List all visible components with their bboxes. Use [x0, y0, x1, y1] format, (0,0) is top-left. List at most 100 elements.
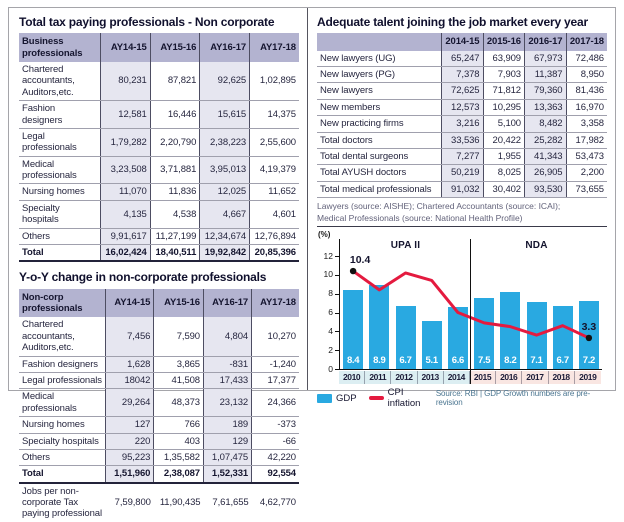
table-row: Chartered accountants, Auditors,etc. 7,45… — [19, 317, 299, 357]
table-row: New lawyers (PG) 7,378 7,903 11,387 8,950 — [317, 66, 607, 84]
cell: 14,375 — [249, 100, 299, 129]
row-label: Total dental surgeons — [317, 148, 442, 166]
cell: 41,508 — [153, 372, 204, 390]
gdp-bar-value-label: 7.1 — [530, 355, 543, 367]
cell: 65,247 — [441, 50, 483, 67]
cell: 41,343 — [524, 148, 566, 166]
table-row: Total dental surgeons 7,277 1,955 41,343 53,… — [317, 148, 607, 166]
cell: 3,95,013 — [199, 156, 250, 185]
row-label: Total — [19, 465, 106, 484]
cell: 4,601 — [249, 200, 299, 229]
cell: 7,378 — [441, 66, 483, 84]
gdp-bar-value-label: 8.4 — [346, 355, 360, 367]
table-row: Legal professionals 1,79,282 2,20,790 2,38,… — [19, 128, 299, 157]
table-row: Others 9,91,617 11,27,199 12,34,674 12,76,89… — [19, 228, 299, 246]
y-tick-label: 6 — [328, 307, 333, 318]
cell: 4,19,379 — [249, 156, 299, 185]
row-label: Total — [19, 244, 101, 263]
table-row: New practicing firms 3,216 5,100 8,482 3,358 — [317, 115, 607, 133]
cpi-legend-label: CPI inflation — [387, 387, 421, 410]
gdp-bar-value-label: 5.1 — [425, 355, 439, 367]
table-row: Jobs per non-corporate Tax paying profes… — [19, 483, 299, 522]
cell: 3,216 — [441, 115, 483, 133]
cell: 1,628 — [105, 356, 154, 373]
talent-table: 2014-15 2015-16 2016-17 2017-18 New lawyers… — [317, 33, 607, 199]
y-axis-unit-label: (%) — [318, 230, 331, 240]
cell: 71,812 — [482, 82, 525, 100]
cell: 17,982 — [565, 132, 607, 149]
x-tick-label: 2016 — [496, 371, 523, 385]
row-label: Fashion designers — [19, 100, 101, 129]
table-row: Fashion designers 12,581 16,446 15,615 14,37… — [19, 100, 299, 129]
cell: 3,71,881 — [149, 156, 200, 185]
talent-table-header-row: 2014-15 2015-16 2016-17 2017-18 — [317, 33, 607, 51]
cell: 12,34,674 — [199, 228, 250, 246]
table-row: Total medical professionals 91,032 30,402 9… — [317, 181, 607, 199]
row-label: Specialty hospitals — [19, 433, 106, 450]
cell: 1,07,475 — [202, 449, 252, 467]
cell: 18042 — [105, 372, 154, 390]
column-header: AY16-17 — [199, 33, 250, 62]
cell: 2,38,223 — [199, 128, 250, 157]
cell: 16,02,424 — [99, 244, 151, 263]
table-row: Specialty hospitals 4,135 4,538 4,667 4,601 — [19, 200, 299, 229]
x-tick-label: 2017 — [522, 371, 549, 385]
cell: 67,973 — [524, 50, 566, 67]
cell: 10,295 — [482, 99, 525, 117]
cell: 79,360 — [524, 82, 566, 100]
x-tick-label: 2010 — [339, 371, 366, 385]
cell: 15,615 — [199, 100, 250, 129]
row-label: Fashion designers — [19, 356, 106, 373]
footnote-line-1: Lawyers (source: AISHE); Chartered Accou… — [317, 201, 561, 212]
cell: 20,85,396 — [249, 244, 299, 263]
cell: 20,422 — [482, 132, 525, 149]
y-tick-mark — [335, 350, 339, 352]
table-row: Nursing homes 11,070 11,836 12,025 11,652 — [19, 183, 299, 201]
table-row: New lawyers (UG) 65,247 63,909 67,973 72,486 — [317, 50, 607, 67]
cell: 63,909 — [482, 50, 525, 67]
cell: 2,55,600 — [249, 128, 299, 157]
cell: 4,538 — [149, 200, 200, 229]
y-tick-mark — [335, 274, 339, 276]
left-panel: Total tax paying professionals - Non cor… — [9, 8, 308, 519]
table-row: Total AYUSH doctors 50,219 8,025 26,905 2,20… — [317, 164, 607, 182]
x-axis-labels: 2010 2011 2012 2013 2014 2015 2016 2017 2018 2019 — [339, 371, 601, 385]
row-label: Others — [19, 449, 106, 467]
row-label: Total doctors — [317, 132, 442, 149]
row-label: Legal professionals — [19, 372, 106, 390]
cell: 13,363 — [524, 99, 566, 117]
yoy-table: Non-corp professionals AY14-15 AY15-16 AY16… — [19, 288, 299, 522]
cell: 7,61,655 — [212, 497, 249, 509]
cpi-legend-swatch — [368, 396, 384, 401]
section-divider-line — [470, 239, 471, 385]
x-tick-label: 2013 — [417, 371, 444, 385]
table-row: Total 16,02,424 18,40,511 19,92,842 20,85,39… — [19, 244, 299, 263]
region-label-nda: NDA — [525, 240, 548, 252]
row-label: New practicing firms — [317, 115, 442, 133]
x-tick-label: 2015 — [469, 371, 497, 385]
y-tick-mark — [335, 293, 339, 295]
gdp-bar-value-label: 8.9 — [373, 355, 386, 367]
row-label: Nursing homes — [19, 416, 106, 434]
gdp-bar-value-label: 7.5 — [477, 355, 491, 367]
cell: 7,456 — [105, 317, 154, 357]
column-header: AY14-15 — [105, 288, 154, 318]
column-header: AY14-15 — [99, 33, 151, 62]
cell: 26,905 — [524, 164, 566, 182]
cell: 4,135 — [99, 200, 151, 229]
column-header: AY17-18 — [251, 288, 299, 318]
row-label: Medical professionals — [19, 156, 101, 185]
cell: 92,554 — [251, 465, 299, 484]
table-row: Nursing homes 127 766 189 -373 — [19, 416, 299, 434]
cell: 11,27,199 — [149, 228, 200, 246]
cell: 12,025 — [199, 183, 250, 201]
gdp-cpi-chart: (%) UPA II NDA 8.4 8.9 6.7 5.1 6.6 7.5 8.2 7.1 6… — [317, 230, 607, 409]
cell: 7,590 — [153, 317, 204, 357]
x-tick-label: 2012 — [391, 371, 418, 385]
cell: 1,51,960 — [105, 465, 154, 484]
column-header: AY17-18 — [249, 33, 299, 62]
cell: 16,446 — [149, 100, 200, 129]
cell: 3,358 — [565, 115, 607, 133]
column-header: 2016-17 — [524, 33, 566, 51]
cell: 25,282 — [524, 132, 566, 149]
